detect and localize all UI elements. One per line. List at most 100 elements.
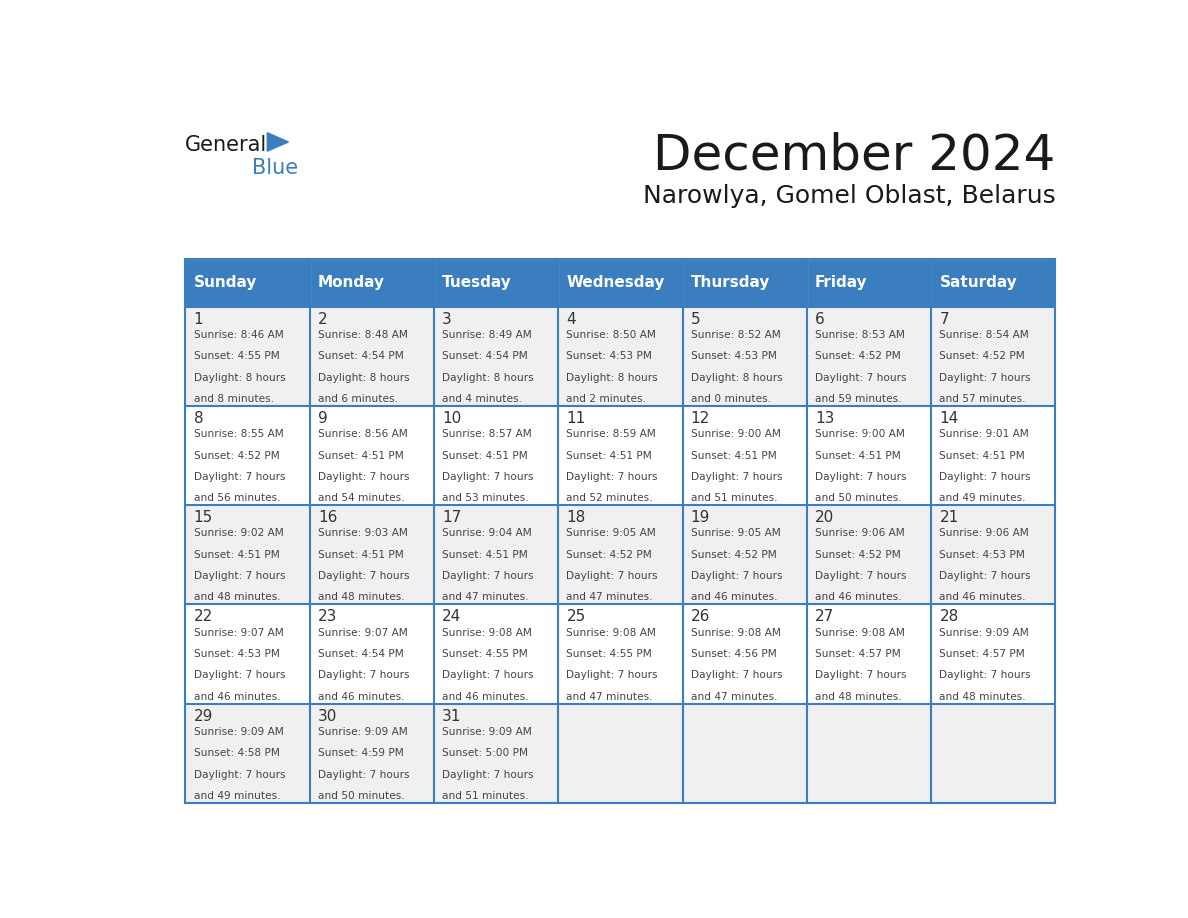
Text: and 47 minutes.: and 47 minutes. <box>567 692 653 701</box>
Bar <box>310 703 434 803</box>
Bar <box>807 307 931 406</box>
Text: Daylight: 7 hours: Daylight: 7 hours <box>194 472 285 482</box>
Text: Sunrise: 8:56 AM: Sunrise: 8:56 AM <box>318 430 407 439</box>
Text: Sunrise: 8:59 AM: Sunrise: 8:59 AM <box>567 430 656 439</box>
Bar <box>558 604 682 703</box>
Text: Sunset: 4:52 PM: Sunset: 4:52 PM <box>815 550 901 560</box>
Text: Sunrise: 9:08 AM: Sunrise: 9:08 AM <box>567 628 657 638</box>
Text: and 59 minutes.: and 59 minutes. <box>815 394 902 404</box>
Text: and 51 minutes.: and 51 minutes. <box>442 791 529 801</box>
Text: 25: 25 <box>567 610 586 624</box>
Text: Sunset: 4:53 PM: Sunset: 4:53 PM <box>940 550 1025 560</box>
Text: Daylight: 7 hours: Daylight: 7 hours <box>442 472 533 482</box>
Text: and 47 minutes.: and 47 minutes. <box>690 692 777 701</box>
Bar <box>185 604 310 703</box>
Text: 29: 29 <box>194 709 213 723</box>
Text: Sunrise: 9:02 AM: Sunrise: 9:02 AM <box>194 529 284 539</box>
Text: and 46 minutes.: and 46 minutes. <box>690 592 777 602</box>
Text: Daylight: 8 hours: Daylight: 8 hours <box>690 373 783 383</box>
Text: and 50 minutes.: and 50 minutes. <box>318 791 405 801</box>
Text: Daylight: 7 hours: Daylight: 7 hours <box>690 571 782 581</box>
Text: Daylight: 7 hours: Daylight: 7 hours <box>815 472 906 482</box>
Text: Daylight: 7 hours: Daylight: 7 hours <box>318 571 410 581</box>
Text: Monday: Monday <box>318 275 385 290</box>
Text: Sunrise: 9:03 AM: Sunrise: 9:03 AM <box>318 529 407 539</box>
Text: Sunrise: 9:06 AM: Sunrise: 9:06 AM <box>940 529 1029 539</box>
Text: 22: 22 <box>194 610 213 624</box>
Text: Sunrise: 9:09 AM: Sunrise: 9:09 AM <box>940 628 1029 638</box>
Text: and 50 minutes.: and 50 minutes. <box>815 493 902 503</box>
Text: and 47 minutes.: and 47 minutes. <box>442 592 529 602</box>
Text: Daylight: 7 hours: Daylight: 7 hours <box>815 670 906 680</box>
Bar <box>558 505 682 604</box>
Text: Sunset: 4:51 PM: Sunset: 4:51 PM <box>442 451 527 461</box>
Text: Sunset: 4:58 PM: Sunset: 4:58 PM <box>194 748 279 758</box>
Text: 23: 23 <box>318 610 337 624</box>
Text: Saturday: Saturday <box>940 275 1017 290</box>
Text: Sunrise: 9:01 AM: Sunrise: 9:01 AM <box>940 430 1029 439</box>
Text: Sunrise: 8:53 AM: Sunrise: 8:53 AM <box>815 330 905 340</box>
Text: Sunset: 4:51 PM: Sunset: 4:51 PM <box>815 451 901 461</box>
Bar <box>682 406 807 505</box>
Text: 8: 8 <box>194 411 203 426</box>
Bar <box>185 259 310 307</box>
Text: Sunset: 4:54 PM: Sunset: 4:54 PM <box>318 649 404 659</box>
Text: Sunset: 4:55 PM: Sunset: 4:55 PM <box>567 649 652 659</box>
Text: Sunset: 4:51 PM: Sunset: 4:51 PM <box>318 550 404 560</box>
Text: Sunrise: 8:49 AM: Sunrise: 8:49 AM <box>442 330 532 340</box>
Text: Sunset: 4:51 PM: Sunset: 4:51 PM <box>567 451 652 461</box>
Text: and 53 minutes.: and 53 minutes. <box>442 493 529 503</box>
Bar <box>558 406 682 505</box>
Bar <box>434 307 558 406</box>
Text: Daylight: 7 hours: Daylight: 7 hours <box>442 769 533 779</box>
Text: 7: 7 <box>940 311 949 327</box>
Text: and 0 minutes.: and 0 minutes. <box>690 394 771 404</box>
Text: Daylight: 7 hours: Daylight: 7 hours <box>690 670 782 680</box>
Bar <box>682 703 807 803</box>
Text: 18: 18 <box>567 510 586 525</box>
Text: Daylight: 7 hours: Daylight: 7 hours <box>940 472 1031 482</box>
Bar <box>310 307 434 406</box>
Text: Daylight: 7 hours: Daylight: 7 hours <box>815 571 906 581</box>
Text: Daylight: 7 hours: Daylight: 7 hours <box>194 670 285 680</box>
Text: Sunset: 4:51 PM: Sunset: 4:51 PM <box>940 451 1025 461</box>
Text: and 48 minutes.: and 48 minutes. <box>815 692 902 701</box>
Bar <box>682 307 807 406</box>
Text: Sunset: 4:54 PM: Sunset: 4:54 PM <box>442 352 527 362</box>
Text: Daylight: 7 hours: Daylight: 7 hours <box>940 571 1031 581</box>
Text: 9: 9 <box>318 411 328 426</box>
Text: 14: 14 <box>940 411 959 426</box>
Bar <box>558 307 682 406</box>
Bar <box>931 259 1055 307</box>
Text: and 48 minutes.: and 48 minutes. <box>318 592 405 602</box>
Text: and 6 minutes.: and 6 minutes. <box>318 394 398 404</box>
Text: Sunset: 4:52 PM: Sunset: 4:52 PM <box>815 352 901 362</box>
Text: Sunset: 4:52 PM: Sunset: 4:52 PM <box>690 550 777 560</box>
Text: Daylight: 7 hours: Daylight: 7 hours <box>318 769 410 779</box>
Text: Sunrise: 9:08 AM: Sunrise: 9:08 AM <box>815 628 905 638</box>
Polygon shape <box>267 133 289 151</box>
Text: 15: 15 <box>194 510 213 525</box>
Text: and 48 minutes.: and 48 minutes. <box>194 592 280 602</box>
Text: Sunset: 4:51 PM: Sunset: 4:51 PM <box>442 550 527 560</box>
Text: Sunset: 4:59 PM: Sunset: 4:59 PM <box>318 748 404 758</box>
Text: and 46 minutes.: and 46 minutes. <box>442 692 529 701</box>
Text: Sunrise: 8:57 AM: Sunrise: 8:57 AM <box>442 430 532 439</box>
Text: Daylight: 7 hours: Daylight: 7 hours <box>815 373 906 383</box>
Text: Wednesday: Wednesday <box>567 275 665 290</box>
Text: General: General <box>185 135 267 155</box>
Text: Sunrise: 9:07 AM: Sunrise: 9:07 AM <box>318 628 407 638</box>
Text: and 46 minutes.: and 46 minutes. <box>318 692 404 701</box>
Text: Daylight: 7 hours: Daylight: 7 hours <box>194 571 285 581</box>
Bar <box>434 703 558 803</box>
Text: Sunrise: 9:08 AM: Sunrise: 9:08 AM <box>690 628 781 638</box>
Text: Sunset: 5:00 PM: Sunset: 5:00 PM <box>442 748 529 758</box>
Text: 30: 30 <box>318 709 337 723</box>
Bar <box>434 505 558 604</box>
Text: 1: 1 <box>194 311 203 327</box>
Text: Sunset: 4:52 PM: Sunset: 4:52 PM <box>940 352 1025 362</box>
Bar <box>807 505 931 604</box>
Text: Sunset: 4:56 PM: Sunset: 4:56 PM <box>690 649 777 659</box>
Text: Sunrise: 9:06 AM: Sunrise: 9:06 AM <box>815 529 905 539</box>
Text: Sunrise: 9:00 AM: Sunrise: 9:00 AM <box>690 430 781 439</box>
